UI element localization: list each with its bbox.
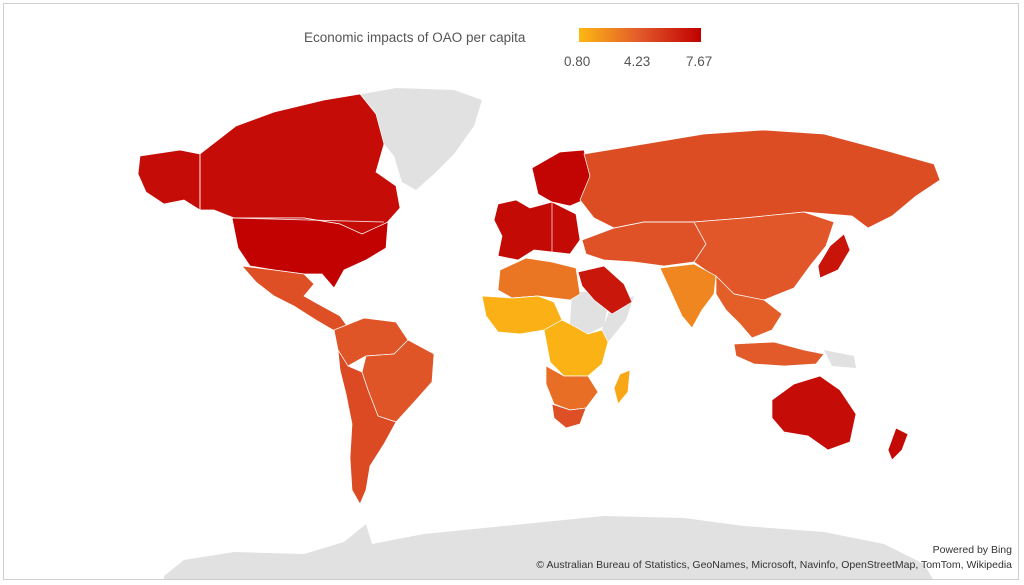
png-no-data [824,350,856,368]
region-new-zealand[interactable] [887,427,909,461]
region-arabian-peninsula[interactable] [577,265,633,315]
antarctica-no-data [164,516,933,579]
region-southeast-asia[interactable] [715,275,783,339]
map-sources[interactable]: © Australian Bureau of Statistics, GeoNa… [536,559,1012,571]
region-mexico-central-america[interactable] [241,265,351,335]
region-india[interactable] [659,263,717,329]
region-china-mongolia[interactable] [693,211,835,301]
map-frame: Economic impacts of OAO per capita 0.80 … [3,3,1019,580]
legend-title: Economic impacts of OAO per capita [304,30,526,45]
region-south-america-south[interactable] [337,349,397,505]
region-central-asia[interactable] [581,221,707,267]
region-australia[interactable] [771,375,857,451]
powered-by-bing[interactable]: Powered by Bing [932,544,1012,556]
region-madagascar[interactable] [613,369,631,405]
legend-gradient [579,28,701,42]
region-canada[interactable] [199,93,401,237]
attribution: Powered by Bing © Australian Bureau of S… [536,543,1012,573]
greenland-no-data [352,88,482,190]
region-south-africa[interactable] [551,403,587,429]
region-indonesia[interactable] [733,341,825,367]
world-map [137,28,941,579]
legend-min-label: 0.80 [564,54,591,69]
region-alaska[interactable] [137,149,201,211]
legend-max-label: 7.67 [686,54,713,69]
region-japan[interactable] [817,233,851,279]
country-borders [199,154,694,367]
region-united-states[interactable] [231,217,389,289]
region-western-europe[interactable] [493,199,581,261]
region-central-east-africa[interactable] [543,319,609,377]
region-north-africa[interactable] [497,257,581,301]
somalia-no-data [602,296,634,342]
region-russia[interactable] [579,129,941,229]
legend-mid-label: 4.23 [624,54,651,69]
